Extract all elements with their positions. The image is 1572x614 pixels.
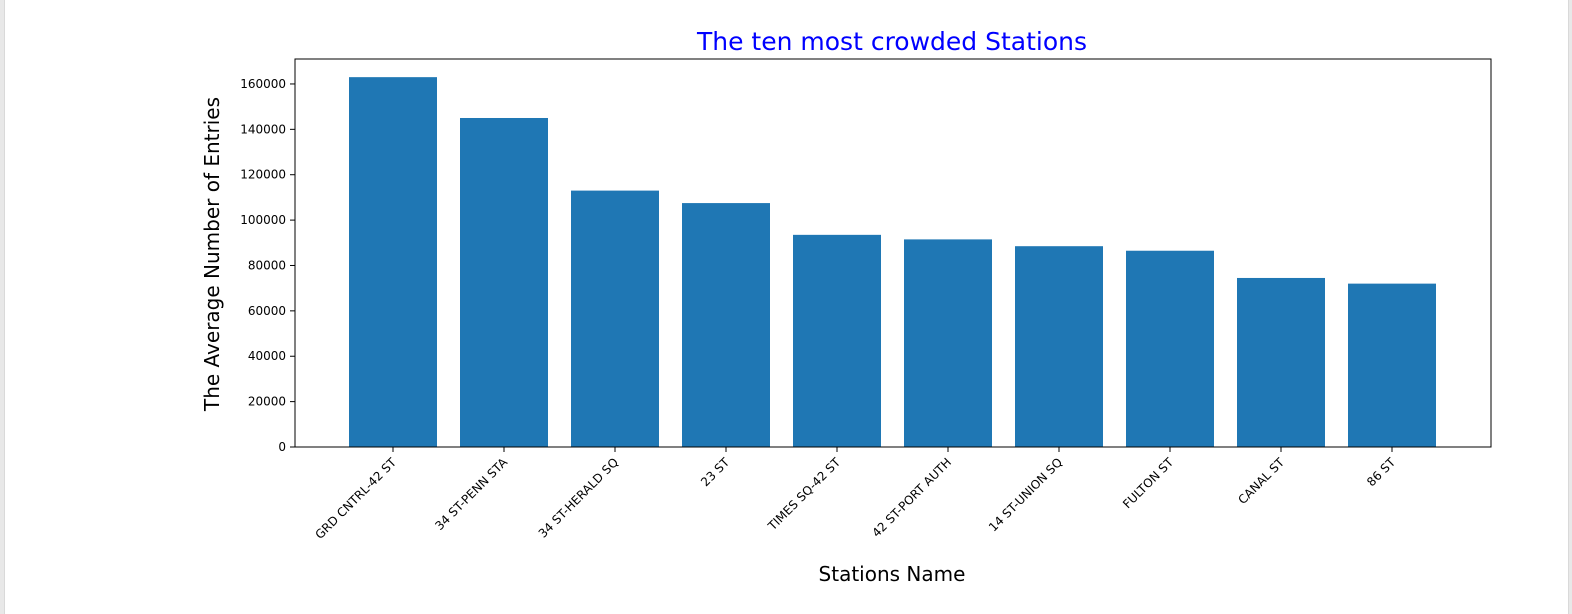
y-tick-label: 100000 [240, 213, 286, 227]
y-tick-label: 60000 [248, 304, 286, 318]
left-frame-border [0, 0, 5, 614]
y-axis-title: The Average Number of Entries [200, 97, 224, 412]
bars-group [349, 77, 1436, 448]
y-tick-label: 140000 [240, 122, 286, 136]
bar-0 [349, 77, 437, 448]
x-axis-ticks: GRD CNTRL-42 ST 34 ST-PENN STA 34 ST-HERAL… [312, 447, 1399, 542]
x-tick-label: FULTON ST [1120, 455, 1176, 511]
bar-8 [1237, 277, 1325, 447]
x-tick-label: 34 ST-HERALD SQ [536, 455, 621, 540]
x-tick-label: GRD CNTRL-42 ST [312, 455, 399, 542]
x-tick-label: 42 ST-PORT AUTH [869, 455, 954, 540]
y-axis-ticks: 0 20000 40000 60000 80000 100000 120000 140000 1… [240, 77, 295, 454]
chart-title: The ten most crowded Stations [696, 27, 1087, 56]
x-tick-label: TIMES SQ-42 ST [765, 455, 844, 534]
plot-area-frame [294, 58, 1492, 448]
right-frame-border [1568, 0, 1572, 614]
y-tick-label: 20000 [248, 395, 286, 409]
x-axis-title: Stations Name [819, 562, 966, 586]
y-tick-label: 80000 [248, 258, 286, 272]
x-tick-label: 34 ST-PENN STA [432, 455, 510, 533]
y-tick-label: 40000 [248, 349, 286, 363]
bar-9 [1348, 283, 1436, 447]
x-tick-label: 86 ST [1364, 455, 1398, 489]
y-tick-label: 120000 [240, 168, 286, 182]
y-tick-label: 0 [278, 440, 286, 454]
bar-1 [460, 117, 548, 448]
bar-4 [793, 234, 881, 447]
x-tick-label: 23 ST [698, 455, 732, 489]
bar-2 [571, 190, 659, 447]
x-tick-label: 14 ST-UNION SQ [986, 455, 1065, 534]
bar-7 [1126, 250, 1214, 447]
bar-6 [1015, 246, 1103, 447]
bar-3 [682, 203, 770, 447]
bar-5 [904, 239, 992, 447]
x-tick-label: CANAL ST [1235, 455, 1287, 507]
y-tick-label: 160000 [240, 77, 286, 91]
